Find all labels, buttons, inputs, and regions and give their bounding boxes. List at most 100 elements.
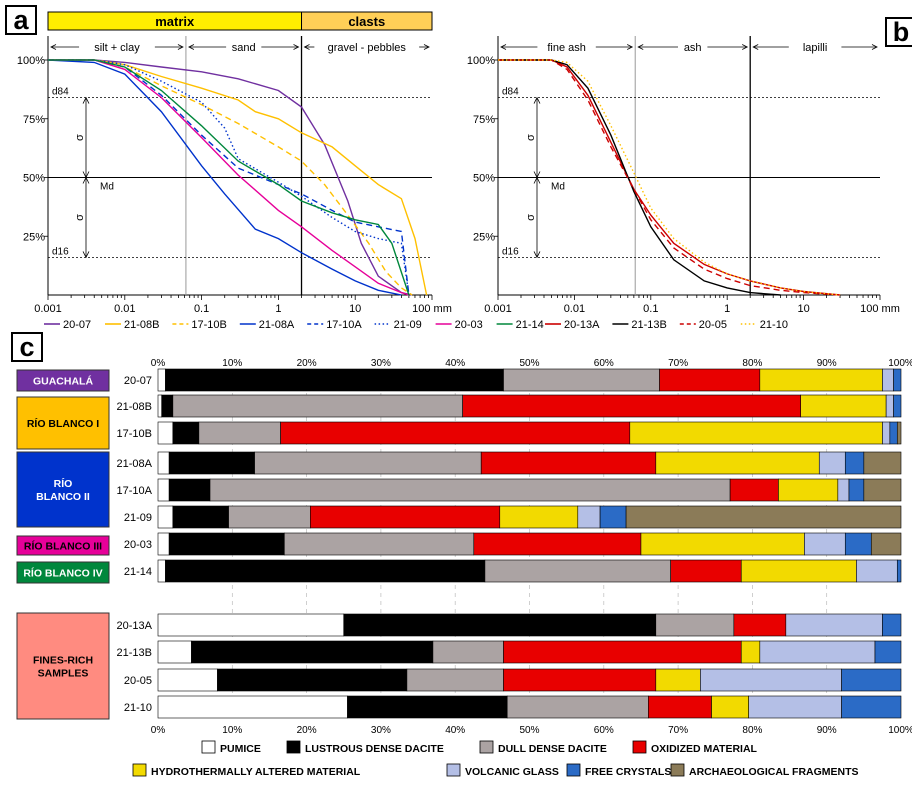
bar-segment-21-08B-free-crystals xyxy=(894,395,901,417)
sample-label: 20-07 xyxy=(124,375,152,387)
size-class-label: lapilli xyxy=(803,42,827,54)
bar-segment-21-10-hydrothermally-altered-material xyxy=(712,696,749,718)
bar-segment-21-09-volcanic-glass xyxy=(578,506,600,528)
sample-label: 21-10 xyxy=(124,702,152,714)
bar-segment-20-03-oxidized-material xyxy=(474,533,641,555)
legend-label: 21-14 xyxy=(516,319,544,331)
bar-segment-21-09-dull-dense-dacite xyxy=(229,506,311,528)
group-label-line: RÍO xyxy=(54,477,73,490)
bar-segment-21-14-pumice xyxy=(158,560,165,582)
sample-label: 17-10B xyxy=(117,428,152,440)
legend-swatch xyxy=(133,764,146,776)
x-tick-label: 100 mm xyxy=(860,303,900,315)
bar-segment-21-08A-archaeological-fragments xyxy=(864,452,901,474)
x-tick-label-bottom: 100% xyxy=(888,725,912,736)
sample-label: 21-13B xyxy=(117,647,152,659)
bar-segment-21-13B-volcanic-glass xyxy=(760,641,875,663)
group-label: GUACHALÁ xyxy=(33,375,93,388)
sample-label: 21-09 xyxy=(124,512,152,524)
legend-label: FREE CRYSTALS xyxy=(585,766,671,778)
size-class-label: silt + clay xyxy=(94,42,140,54)
x-tick-label-top: 30% xyxy=(371,358,391,369)
x-tick-label-bottom: 20% xyxy=(297,725,317,736)
x-tick-label: 10 xyxy=(349,303,361,315)
bar-segment-21-10-lustrous-dense-dacite xyxy=(347,696,507,718)
sample-label: 21-08A xyxy=(117,458,153,470)
bar-segment-21-09-lustrous-dense-dacite xyxy=(173,506,229,528)
bar-segment-21-08A-oxidized-material xyxy=(481,452,656,474)
x-tick-label: 0.1 xyxy=(194,303,209,315)
median-label: Md xyxy=(551,182,565,193)
size-class-label: sand xyxy=(232,42,256,54)
legend-label: 21-13B xyxy=(631,319,666,331)
sample-label: 17-10A xyxy=(117,485,153,497)
bar-segment-21-08B-lustrous-dense-dacite xyxy=(162,395,173,417)
sample-label: 20-03 xyxy=(124,539,152,551)
bar-segment-21-08B-oxidized-material xyxy=(463,395,801,417)
sample-label: 20-13A xyxy=(117,620,153,632)
legend-label: 20-05 xyxy=(699,319,727,331)
bar-segment-21-09-pumice xyxy=(158,506,173,528)
legend-label: 21-10 xyxy=(760,319,788,331)
panel-c-componentry-chart: c0%0%10%10%20%20%30%30%40%40%50%50%60%60… xyxy=(12,332,912,778)
bar-segment-20-13A-dull-dense-dacite xyxy=(656,614,734,636)
bar-segment-17-10B-free-crystals xyxy=(890,422,897,444)
legend-label: 17-10B xyxy=(191,319,226,331)
bar-segment-21-09-archaeological-fragments xyxy=(626,506,901,528)
bar-segment-20-07-lustrous-dense-dacite xyxy=(165,369,503,391)
bar-segment-21-13B-dull-dense-dacite xyxy=(433,641,504,663)
bar-segment-21-09-free-crystals xyxy=(600,506,626,528)
legend-label: 17-10A xyxy=(326,319,362,331)
bar-segment-17-10A-pumice xyxy=(158,479,169,501)
size-class-label: gravel - pebbles xyxy=(328,42,407,54)
y-tick-label: 75% xyxy=(473,114,495,126)
bar-segment-20-03-volcanic-glass xyxy=(804,533,845,555)
bar-segment-21-08A-free-crystals xyxy=(845,452,864,474)
legend-label: PUMICE xyxy=(220,743,261,755)
x-tick-label-top: 100% xyxy=(888,358,912,369)
x-tick-label: 1 xyxy=(724,303,730,315)
bar-segment-21-13B-pumice xyxy=(158,641,191,663)
bar-segment-20-13A-volcanic-glass xyxy=(786,614,883,636)
bar-segment-17-10A-hydrothermally-altered-material xyxy=(778,479,837,501)
bar-segment-20-03-archaeological-fragments xyxy=(871,533,901,555)
bar-segment-17-10B-dull-dense-dacite xyxy=(199,422,281,444)
x-tick-label-bottom: 40% xyxy=(445,725,465,736)
group-label: FINES-RICH SAMPLES xyxy=(33,655,93,680)
header-box-label: matrix xyxy=(155,14,195,29)
bar-segment-20-07-dull-dense-dacite xyxy=(503,369,659,391)
legend-swatch xyxy=(633,741,646,753)
legend-label: HYDROTHERMALLY ALTERED MATERIAL xyxy=(151,766,361,778)
median-label: Md xyxy=(100,182,114,193)
bar-segment-17-10B-oxidized-material xyxy=(281,422,630,444)
bar-segment-20-07-hydrothermally-altered-material xyxy=(760,369,883,391)
x-tick-label-bottom: 70% xyxy=(668,725,688,736)
bar-segment-21-14-hydrothermally-altered-material xyxy=(741,560,856,582)
sigma-lower-label: σ xyxy=(74,214,86,221)
legend-swatch xyxy=(287,741,300,753)
x-tick-label-bottom: 50% xyxy=(519,725,539,736)
bar-segment-17-10B-volcanic-glass xyxy=(882,422,889,444)
x-tick-label-top: 10% xyxy=(222,358,242,369)
legend-swatch xyxy=(202,741,215,753)
bar-segment-20-07-pumice xyxy=(158,369,165,391)
sample-label: 21-08B xyxy=(117,401,152,413)
x-tick-label-top: 90% xyxy=(817,358,837,369)
bar-segment-17-10A-volcanic-glass xyxy=(838,479,849,501)
x-tick-label-top: 40% xyxy=(445,358,465,369)
bar-segment-21-10-volcanic-glass xyxy=(749,696,842,718)
bar-segment-21-08B-pumice xyxy=(158,395,162,417)
x-tick-label-bottom: 60% xyxy=(594,725,614,736)
bar-segment-17-10A-oxidized-material xyxy=(730,479,778,501)
bar-segment-21-08A-hydrothermally-altered-material xyxy=(656,452,819,474)
bar-segment-21-08B-volcanic-glass xyxy=(886,395,893,417)
x-tick-label-top: 80% xyxy=(742,358,762,369)
bar-segment-17-10B-pumice xyxy=(158,422,173,444)
bar-segment-20-05-lustrous-dense-dacite xyxy=(217,669,406,691)
bar-segment-21-13B-lustrous-dense-dacite xyxy=(191,641,432,663)
legend-swatch xyxy=(671,764,684,776)
legend-label: 20-03 xyxy=(455,319,483,331)
x-tick-label-top: 50% xyxy=(519,358,539,369)
bar-segment-20-03-free-crystals xyxy=(845,533,871,555)
